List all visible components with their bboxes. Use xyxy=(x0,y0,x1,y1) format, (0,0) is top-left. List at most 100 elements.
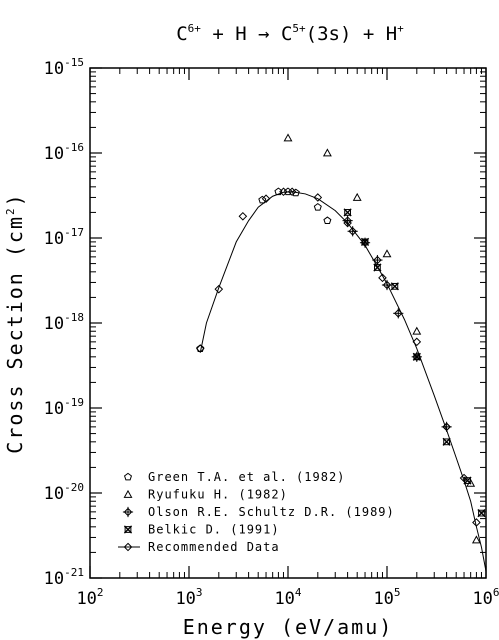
x-tick-label: 102 xyxy=(76,586,103,609)
data-point xyxy=(323,216,332,225)
data-point xyxy=(279,187,288,197)
tick-exponent: 4 xyxy=(295,586,302,599)
y-tick-label: 10-20 xyxy=(44,481,84,504)
legend-marker xyxy=(123,489,133,498)
diamond-marker-shape xyxy=(279,187,288,197)
diamond-marker-shape xyxy=(343,218,352,228)
y-title-text: ) xyxy=(3,192,27,206)
tick-exponent: 6 xyxy=(493,586,499,599)
data-point xyxy=(390,282,399,291)
pentagon-marker-shape xyxy=(323,216,332,225)
tick-exponent: -21 xyxy=(64,566,84,579)
tick-exponent: -15 xyxy=(64,56,84,69)
diamond-marker-shape xyxy=(214,284,224,294)
data-point xyxy=(412,337,422,347)
x-tick-label: 104 xyxy=(274,586,301,609)
data-point xyxy=(195,344,205,353)
tick-base: 10 xyxy=(44,314,64,334)
y-tick-label: 10-19 xyxy=(44,396,84,419)
title-text: (3s) + H xyxy=(306,23,398,45)
tick-exponent: -17 xyxy=(64,226,84,239)
diamond-marker-shape xyxy=(459,473,469,483)
tick-base: 10 xyxy=(44,59,64,79)
tick-base: 10 xyxy=(44,144,64,164)
data-point xyxy=(381,279,393,291)
y-tick-label: 10-21 xyxy=(44,566,84,589)
diamond-marker-shape xyxy=(442,422,451,432)
tick-base: 10 xyxy=(274,589,294,609)
x-axis: 102 103 104 105 106 xyxy=(76,68,499,609)
tick-exponent: -19 xyxy=(64,396,84,409)
series-diamond-line xyxy=(195,187,487,572)
triangle-marker-shape xyxy=(322,148,332,157)
tick-base: 10 xyxy=(44,229,64,249)
triangle-marker-shape xyxy=(382,249,392,258)
y-axis-title: Cross Section (cm2) xyxy=(3,192,27,453)
diamond-marker-shape xyxy=(195,344,205,353)
data-point xyxy=(412,326,422,335)
data-point xyxy=(283,133,293,142)
triangle-marker-shape xyxy=(283,133,293,142)
diamond-marker-shape xyxy=(472,518,481,527)
title-text: C xyxy=(176,23,187,45)
tick-base: 10 xyxy=(44,399,64,419)
data-point xyxy=(342,215,353,226)
square-marker-shape xyxy=(443,438,450,446)
square-marker-shape xyxy=(391,282,399,290)
square-marker-shape xyxy=(374,264,381,271)
tick-base: 10 xyxy=(44,484,64,504)
legend-label: Ryufuku H. (1982) xyxy=(148,488,288,502)
legend-item: Recommended Data xyxy=(118,540,279,554)
legend-marker xyxy=(123,525,133,534)
x-marker-stroke xyxy=(442,437,451,446)
legend-label: Olson R.E. Schultz D.R. (1989) xyxy=(148,505,395,519)
pentagon-marker-shape xyxy=(123,472,133,481)
diamond-marker-shape xyxy=(287,187,297,197)
x-tick-label: 105 xyxy=(373,586,400,609)
y-title-superscript: 2 xyxy=(4,206,17,215)
pentagon-marker-shape xyxy=(258,195,267,204)
legend-label: Belkic D. (1991) xyxy=(148,523,280,537)
diamond-marker-shape xyxy=(123,542,133,552)
y-tick-label: 10-16 xyxy=(44,141,84,164)
diamond-marker-shape xyxy=(261,194,271,204)
tick-exponent: 3 xyxy=(196,586,203,599)
x-marker-stroke xyxy=(390,282,399,291)
tick-base: 10 xyxy=(175,589,195,609)
legend-item: Ryufuku H. (1982) xyxy=(123,488,288,502)
diamond-marker-shape xyxy=(412,337,422,347)
x-marker-stroke xyxy=(123,525,133,534)
tick-base: 10 xyxy=(44,569,64,589)
data-point xyxy=(378,273,387,283)
plot-area xyxy=(195,133,487,572)
tick-exponent: -18 xyxy=(64,311,84,324)
triangle-marker-shape xyxy=(123,489,133,498)
tick-exponent: 5 xyxy=(394,586,401,599)
data-point xyxy=(343,208,352,217)
triangle-marker-shape xyxy=(352,192,362,201)
data-point xyxy=(471,535,481,544)
y-tick-label: 10-15 xyxy=(44,56,84,79)
tick-exponent: 2 xyxy=(97,586,104,599)
square-marker-shape xyxy=(344,209,351,216)
pentagon-marker-shape xyxy=(291,188,300,197)
series-pentagon xyxy=(196,187,332,352)
diamond-marker-shape xyxy=(378,273,387,283)
data-point xyxy=(477,509,486,518)
tick-exponent: -16 xyxy=(64,141,84,154)
legend-item: Belkic D. (1991) xyxy=(123,523,280,537)
recommended-curve xyxy=(199,191,487,572)
title-text: + H → C xyxy=(201,23,293,45)
legend-marker xyxy=(122,506,134,518)
tick-exponent: -20 xyxy=(64,481,84,494)
square-marker-shape xyxy=(478,509,485,517)
data-point xyxy=(214,284,224,294)
data-point xyxy=(347,226,358,237)
data-point xyxy=(322,148,332,157)
x-axis-title: Energy (eV/amu) xyxy=(183,615,394,639)
y-tick-label: 10-17 xyxy=(44,226,84,249)
series-x-square xyxy=(343,208,486,518)
x-marker-stroke xyxy=(477,509,486,518)
